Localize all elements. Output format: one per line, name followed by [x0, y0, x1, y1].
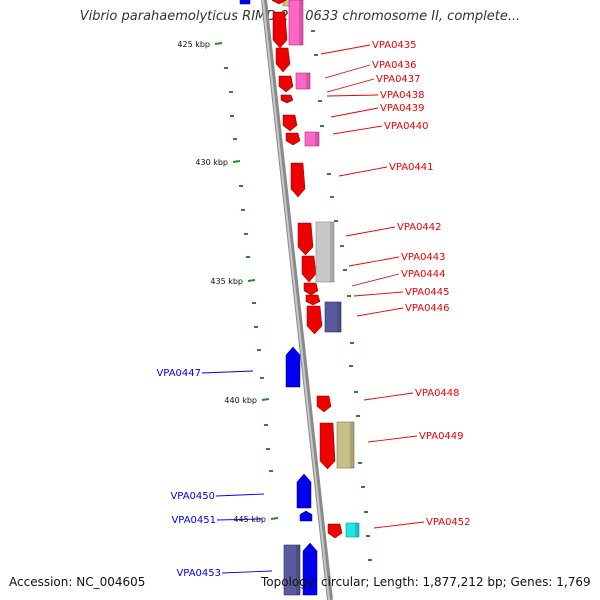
forward-gene-glyph — [272, 11, 288, 49]
kbp-tick-mark — [270, 517, 279, 520]
gene-leader-line — [373, 521, 425, 529]
reverse-gene-glyph — [299, 510, 313, 522]
gene-label-vpa0437[interactable]: VPA0437 — [376, 74, 421, 85]
other-feature-glyph — [295, 72, 311, 90]
kbp-tick-label: 435 kbp — [210, 277, 243, 286]
other-feature-glyph — [288, 0, 304, 46]
position-dots — [224, 30, 372, 561]
kbp-tick-label: 440 kbp — [224, 396, 257, 405]
gene-label-vpa0444[interactable]: VPA0444 — [401, 269, 446, 280]
forward-gene-glyph — [305, 294, 321, 306]
gene-leader-line — [320, 44, 371, 55]
gene-label-vpa0450[interactable]: VPA0450 — [170, 491, 215, 502]
gene-label-vpa0449[interactable]: VPA0449 — [419, 431, 464, 442]
gene-label-vpa0439[interactable]: VPA0439 — [380, 103, 425, 114]
forward-gene-glyph — [280, 94, 294, 104]
gene-label-vpa0446[interactable]: VPA0446 — [405, 303, 450, 314]
gene-label-vpa0443[interactable]: VPA0443 — [401, 252, 446, 263]
forward-gene-glyph — [319, 422, 336, 470]
gene-label-vpa0440[interactable]: VPA0440 — [384, 121, 429, 132]
gene-label-vpa0438[interactable]: VPA0438 — [380, 90, 425, 101]
forward-gene-glyph — [290, 162, 306, 198]
gene-leader-line — [345, 226, 396, 237]
gene-label-vpa0441[interactable]: VPA0441 — [389, 162, 434, 173]
kbp-tick-mark — [261, 398, 270, 401]
feature-glyphs — [239, 0, 360, 596]
reverse-gene-glyph — [296, 473, 312, 509]
gene-label-vpa0442[interactable]: VPA0442 — [397, 222, 442, 233]
gene-leader-line — [216, 518, 263, 521]
other-feature-glyph — [324, 301, 342, 333]
topology-summary: Topology: circular; Length: 1,877,212 bp… — [261, 575, 591, 589]
gene-leader-line — [215, 493, 265, 497]
reverse-gene-glyph — [239, 0, 251, 5]
other-feature-glyph — [336, 421, 355, 469]
gene-leader-line — [356, 307, 404, 317]
gene-label-vpa0453[interactable]: VPA0453 — [176, 568, 221, 579]
gene-leader-line — [332, 125, 383, 135]
kbp-tick-label: 425 kbp — [177, 40, 210, 49]
gene-label-vpa0447[interactable]: VPA0447 — [156, 368, 201, 379]
gene-leader-line — [326, 94, 379, 97]
forward-gene-glyph — [278, 75, 294, 93]
forward-gene-glyph — [301, 255, 317, 283]
gene-labels: VPA0435 VPA0436 VPA0437 VPA0438 VPA0439 VPA04… — [156, 40, 470, 579]
gene-leader-line — [367, 435, 418, 443]
gene-leader-line — [324, 64, 371, 79]
gene-leader-line — [221, 570, 273, 574]
forward-gene-glyph — [271, 0, 287, 5]
forward-gene-glyph — [327, 523, 343, 539]
gene-leader-line — [326, 78, 375, 93]
reverse-gene-glyph — [285, 346, 301, 388]
gene-leader-line — [351, 273, 400, 287]
gene-leader-line — [201, 370, 254, 374]
gene-leader-line — [363, 392, 414, 401]
other-feature-glyph — [345, 522, 360, 538]
other-feature-glyph — [283, 544, 301, 596]
other-feature-glyph — [304, 131, 320, 147]
gene-leader-line — [348, 256, 400, 267]
kbp-tick-mark — [247, 279, 256, 282]
other-feature-glyph — [315, 221, 335, 283]
forward-gene-glyph — [282, 114, 298, 132]
gene-label-vpa0452[interactable]: VPA0452 — [426, 517, 471, 528]
forward-gene-glyph — [297, 222, 314, 256]
gene-label-vpa0448[interactable]: VPA0448 — [415, 388, 460, 399]
forward-gene-glyph — [303, 282, 319, 296]
gene-label-vpa0436[interactable]: VPA0436 — [372, 60, 417, 71]
gene-leader-line — [353, 291, 404, 297]
gene-leader-line — [338, 166, 388, 177]
gene-label-vpa0445[interactable]: VPA0445 — [405, 287, 450, 298]
forward-gene-glyph — [275, 47, 291, 73]
gene-label-vpa0435[interactable]: VPA0435 — [372, 40, 417, 51]
backbone — [261, 0, 333, 600]
gene-leader-line — [330, 107, 379, 118]
kbp-tick-mark — [232, 160, 241, 163]
accession-text: Accession: NC_004605 — [9, 575, 146, 589]
kbp-tick-mark — [214, 42, 223, 45]
kbp-tick-label: 430 kbp — [195, 158, 228, 167]
forward-gene-glyph — [306, 305, 323, 335]
forward-gene-glyph — [316, 395, 332, 413]
gene-label-vpa0451[interactable]: VPA0451 — [171, 515, 216, 526]
reverse-gene-glyph — [302, 542, 318, 596]
forward-gene-glyph — [285, 132, 301, 146]
